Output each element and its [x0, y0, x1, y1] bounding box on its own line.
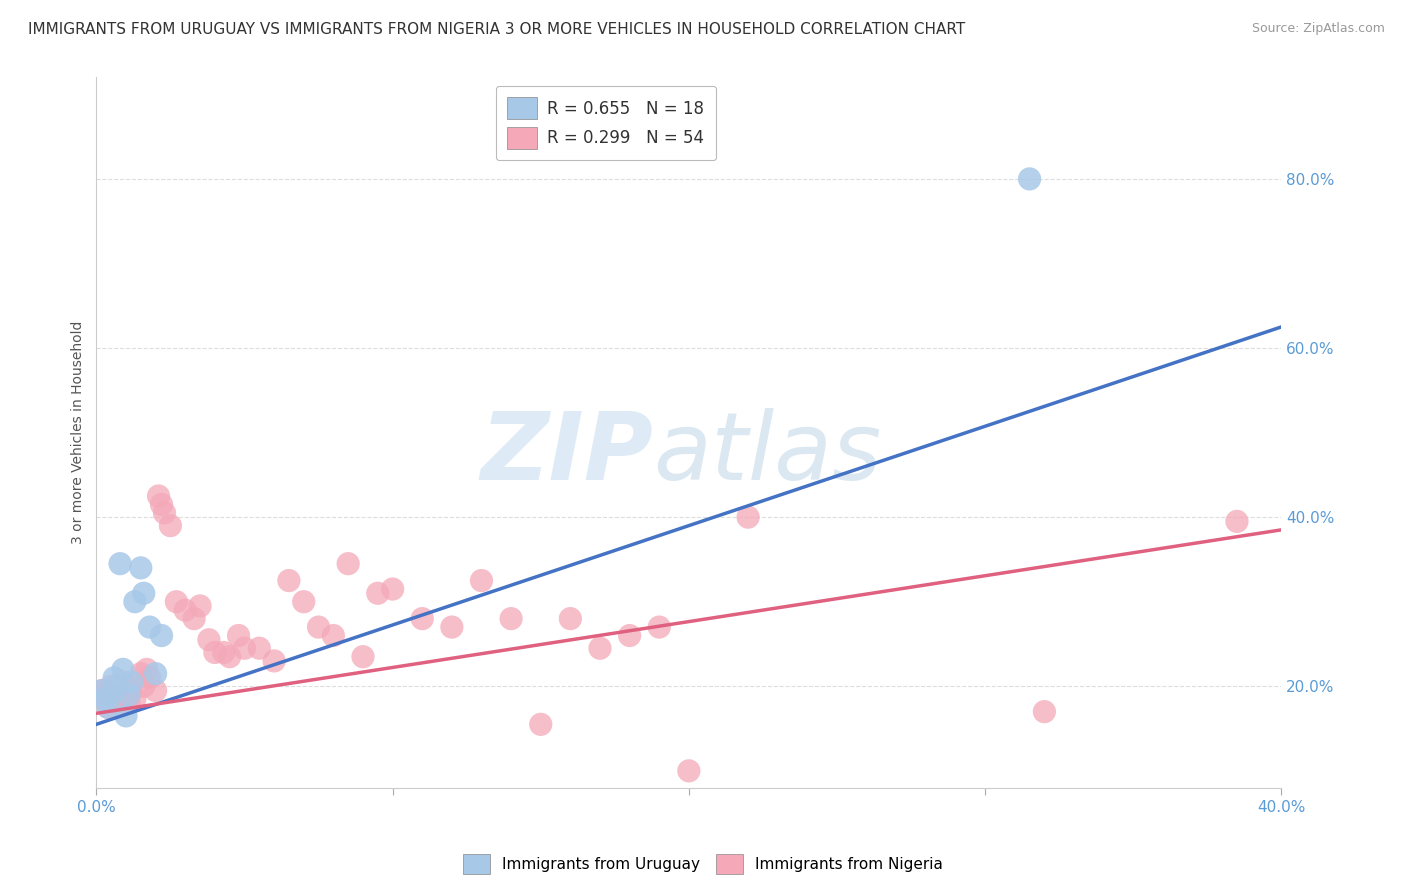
Point — [153, 506, 176, 520]
Point — [150, 628, 173, 642]
Legend: R = 0.655   N = 18, R = 0.299   N = 54: R = 0.655 N = 18, R = 0.299 N = 54 — [496, 86, 716, 161]
Point — [108, 557, 131, 571]
Point — [159, 518, 181, 533]
Point — [91, 683, 114, 698]
Point — [105, 679, 128, 693]
Point — [367, 586, 389, 600]
Point — [165, 595, 187, 609]
Point — [1226, 515, 1249, 529]
Point — [337, 557, 360, 571]
Point — [94, 692, 117, 706]
Point — [132, 679, 155, 693]
Point — [218, 649, 240, 664]
Point — [97, 700, 120, 714]
Point — [103, 688, 125, 702]
Point — [97, 700, 120, 714]
Point — [247, 641, 270, 656]
Point — [148, 489, 170, 503]
Point — [183, 612, 205, 626]
Point — [108, 683, 131, 698]
Point — [121, 675, 143, 690]
Point — [138, 620, 160, 634]
Point — [94, 692, 117, 706]
Point — [212, 645, 235, 659]
Text: atlas: atlas — [654, 409, 882, 500]
Point — [737, 510, 759, 524]
Point — [228, 628, 250, 642]
Point — [138, 671, 160, 685]
Text: Source: ZipAtlas.com: Source: ZipAtlas.com — [1251, 22, 1385, 36]
Point — [100, 679, 122, 693]
Point — [589, 641, 612, 656]
Point — [103, 671, 125, 685]
Point — [560, 612, 582, 626]
Point — [204, 645, 226, 659]
Point — [233, 641, 256, 656]
Point — [121, 683, 143, 698]
Y-axis label: 3 or more Vehicles in Household: 3 or more Vehicles in Household — [72, 321, 86, 544]
Point — [292, 595, 315, 609]
Point — [470, 574, 492, 588]
Point — [411, 612, 433, 626]
Point — [277, 574, 299, 588]
Point — [145, 666, 167, 681]
Legend: Immigrants from Uruguay, Immigrants from Nigeria: Immigrants from Uruguay, Immigrants from… — [457, 848, 949, 880]
Point — [352, 649, 374, 664]
Point — [111, 675, 134, 690]
Point — [198, 632, 221, 647]
Point — [124, 692, 146, 706]
Point — [115, 688, 138, 702]
Point — [381, 582, 404, 596]
Point — [322, 628, 344, 642]
Point — [188, 599, 211, 613]
Text: ZIP: ZIP — [481, 408, 654, 500]
Point — [129, 561, 152, 575]
Point — [118, 696, 141, 710]
Point — [124, 595, 146, 609]
Point — [100, 688, 122, 702]
Point — [440, 620, 463, 634]
Point — [530, 717, 553, 731]
Point — [145, 683, 167, 698]
Point — [111, 662, 134, 676]
Point — [91, 683, 114, 698]
Point — [118, 688, 141, 702]
Point — [132, 586, 155, 600]
Point — [308, 620, 330, 634]
Point — [129, 666, 152, 681]
Point — [150, 498, 173, 512]
Point — [1033, 705, 1056, 719]
Point — [135, 662, 157, 676]
Point — [263, 654, 285, 668]
Point — [501, 612, 523, 626]
Point — [619, 628, 641, 642]
Point — [678, 764, 700, 778]
Point — [105, 696, 128, 710]
Text: IMMIGRANTS FROM URUGUAY VS IMMIGRANTS FROM NIGERIA 3 OR MORE VEHICLES IN HOUSEHO: IMMIGRANTS FROM URUGUAY VS IMMIGRANTS FR… — [28, 22, 966, 37]
Point — [174, 603, 197, 617]
Point — [1018, 172, 1040, 186]
Point — [648, 620, 671, 634]
Point — [115, 709, 138, 723]
